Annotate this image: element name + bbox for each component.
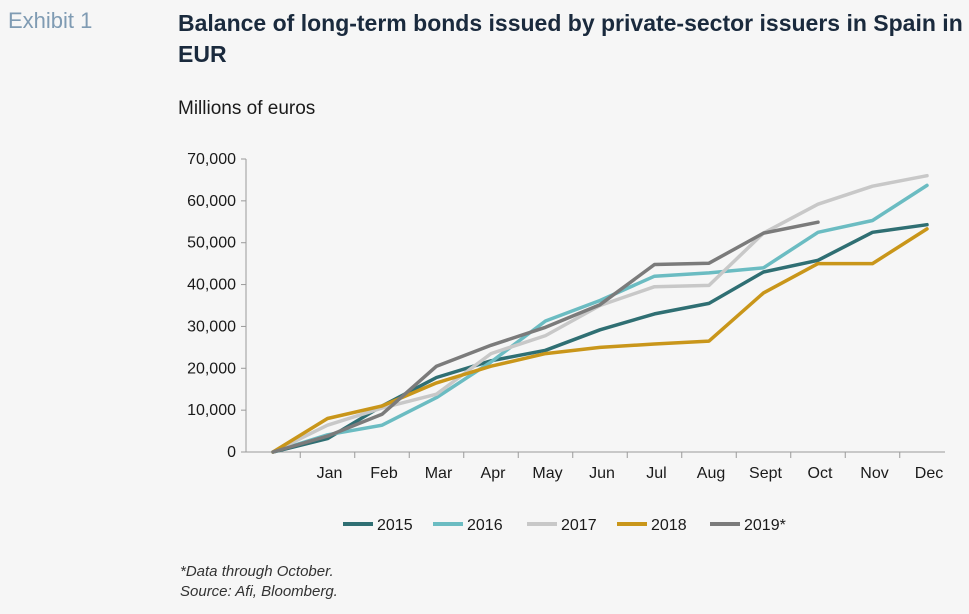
- chart-title: Balance of long-term bonds issued by pri…: [178, 10, 963, 67]
- x-tick-label: Jul: [646, 465, 666, 482]
- y-tick-label: 20,000: [187, 360, 236, 377]
- chart-subtitle: Millions of euros: [178, 98, 316, 119]
- y-tick-label: 40,000: [187, 277, 236, 294]
- x-tick-label: Feb: [370, 465, 398, 482]
- exhibit-label: Exhibit 1: [8, 8, 93, 33]
- y-tick-label: 10,000: [187, 402, 236, 419]
- x-tick-label: Sept: [749, 465, 782, 482]
- legend-label: 2019*: [744, 517, 786, 534]
- x-tick-label: Dec: [915, 465, 943, 482]
- x-tick-label: Aug: [697, 465, 725, 482]
- x-tick-label: Jun: [589, 465, 615, 482]
- footnote-note: *Data through October.: [180, 563, 334, 580]
- legend-label: 2018: [651, 517, 687, 534]
- series-line-2016: [271, 183, 929, 454]
- footnote-source: Source: Afi, Bloomberg.: [180, 583, 338, 600]
- series-line-2018: [271, 227, 929, 454]
- y-tick-label: 30,000: [187, 318, 236, 335]
- x-tick-label: Apr: [481, 465, 507, 482]
- x-tick-label: Mar: [425, 465, 453, 482]
- y-tick-label: 60,000: [187, 193, 236, 210]
- x-tick-label: May: [532, 465, 562, 482]
- legend-label: 2017: [561, 517, 597, 534]
- x-tick-label: Jan: [317, 465, 343, 482]
- x-tick-label: Oct: [808, 465, 833, 482]
- footnote: *Data through October. Source: Afi, Bloo…: [180, 562, 338, 602]
- x-tick-label: Nov: [860, 465, 888, 482]
- legend-label: 2016: [467, 517, 503, 534]
- legend-label: 2015: [377, 517, 413, 534]
- series-line-2017: [271, 173, 929, 454]
- series-line-2019: [271, 220, 820, 454]
- y-tick-label: 0: [227, 444, 236, 461]
- y-tick-label: 70,000: [187, 151, 236, 168]
- y-tick-label: 50,000: [187, 235, 236, 252]
